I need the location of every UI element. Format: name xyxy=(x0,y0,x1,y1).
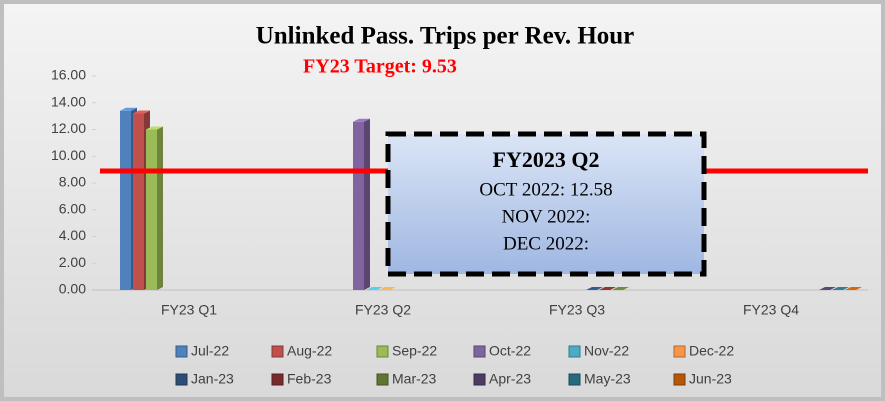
annotation-line: DEC 2022: xyxy=(503,233,589,254)
bar-top xyxy=(146,126,163,130)
chart-subtitle: FY23 Target: 9.53 xyxy=(303,56,457,78)
legend-label: Feb-23 xyxy=(287,371,332,387)
legend-swatch xyxy=(175,373,188,386)
annotation-box xyxy=(385,131,707,277)
legend-label: Apr-23 xyxy=(489,371,531,387)
annotation-line: NOV 2022: xyxy=(502,206,591,227)
y-tick-label: 2.00 xyxy=(59,254,86,270)
bar-top xyxy=(353,118,370,122)
legend-label: Jun-23 xyxy=(689,371,732,387)
legend-label: Jan-23 xyxy=(191,371,234,387)
legend-label: Sep-22 xyxy=(392,343,437,359)
legend-label: Mar-23 xyxy=(392,371,437,387)
bar-top xyxy=(133,110,150,114)
bar xyxy=(353,121,364,291)
legend-swatch xyxy=(271,345,284,358)
legend-label: May-23 xyxy=(584,371,631,387)
annotation-line: OCT 2022: 12.58 xyxy=(479,179,612,200)
legend-swatch xyxy=(271,373,284,386)
legend-label: Aug-22 xyxy=(287,343,332,359)
bar-top xyxy=(832,287,849,290)
y-tick-label: 12.00 xyxy=(51,120,86,136)
bar-top xyxy=(120,107,137,111)
x-tick-label: FY23 Q4 xyxy=(743,302,799,318)
bar-top xyxy=(586,287,603,290)
bar-top xyxy=(379,287,396,290)
y-tick-label: 10.00 xyxy=(51,147,86,163)
legend-label: Oct-22 xyxy=(489,343,531,359)
legend-swatch xyxy=(376,345,389,358)
y-tick-label: 16.00 xyxy=(51,67,86,83)
bar-top xyxy=(366,287,383,290)
legend-swatch xyxy=(673,345,686,358)
x-tick-label: FY23 Q2 xyxy=(355,302,411,318)
chart-title: Unlinked Pass. Trips per Rev. Hour xyxy=(256,23,635,50)
legend-swatch xyxy=(673,373,686,386)
bar-top xyxy=(819,287,836,290)
y-tick-label: 6.00 xyxy=(59,200,86,216)
legend-swatch xyxy=(376,373,389,386)
bar xyxy=(120,110,131,291)
bar xyxy=(133,113,144,290)
legend-label: Dec-22 xyxy=(689,343,734,359)
legend-swatch xyxy=(175,345,188,358)
y-tick-label: 14.00 xyxy=(51,93,86,109)
bar-top xyxy=(599,287,616,290)
bar-top xyxy=(612,287,629,290)
y-tick-label: 0.00 xyxy=(59,281,86,297)
legend-label: Jul-22 xyxy=(191,343,229,359)
legend-swatch xyxy=(568,345,581,358)
annotation-title: FY2023 Q2 xyxy=(493,147,600,172)
y-tick-label: 4.00 xyxy=(59,227,86,243)
legend-swatch xyxy=(568,373,581,386)
legend-label: Nov-22 xyxy=(584,343,629,359)
x-tick-label: FY23 Q1 xyxy=(161,302,217,318)
x-tick-label: FY23 Q3 xyxy=(549,302,605,318)
legend-swatch xyxy=(473,373,486,386)
bar-side xyxy=(157,126,163,290)
bar-top xyxy=(845,287,862,290)
y-tick-label: 8.00 xyxy=(59,174,86,190)
bar-side xyxy=(364,118,370,291)
legend-swatch xyxy=(473,345,486,358)
bar xyxy=(146,129,157,290)
